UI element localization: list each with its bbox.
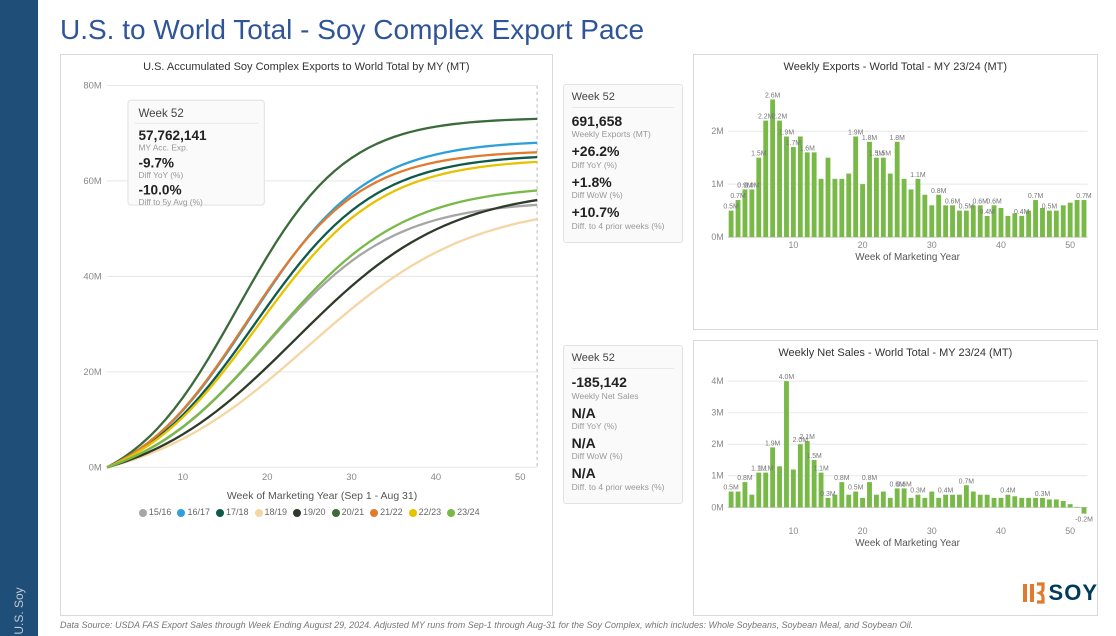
acc-chart-title: U.S. Accumulated Soy Complex Exports to … bbox=[65, 57, 548, 75]
svg-text:-10.0%: -10.0% bbox=[138, 183, 181, 198]
svg-text:10: 10 bbox=[788, 526, 798, 536]
content: U.S. Accumulated Soy Complex Exports to … bbox=[60, 54, 1098, 616]
svg-text:1.5M: 1.5M bbox=[875, 151, 891, 158]
svg-text:0.5M: 0.5M bbox=[1041, 204, 1057, 211]
svg-text:Week of Marketing Year: Week of Marketing Year bbox=[855, 252, 960, 263]
svg-text:4.0M: 4.0M bbox=[778, 374, 794, 381]
svg-text:0.8M: 0.8M bbox=[861, 475, 877, 482]
soy-logo-text: SOY bbox=[1049, 580, 1098, 606]
page: U.S. Soy U.S. to World Total - Soy Compl… bbox=[0, 0, 1116, 636]
svg-text:50: 50 bbox=[1065, 240, 1075, 250]
svg-text:0.8M: 0.8M bbox=[834, 475, 850, 482]
svg-text:20: 20 bbox=[262, 472, 273, 483]
svg-text:-9.7%: -9.7% bbox=[138, 155, 174, 170]
footer-source: Data Source: USDA FAS Export Sales throu… bbox=[60, 620, 1098, 630]
svg-text:Diff to 5y Avg (%): Diff to 5y Avg (%) bbox=[138, 197, 203, 207]
accumulated-chart: 0M 20M 40M 60M 80M 10 20 30 40 50 Week of Marketin… bbox=[65, 75, 548, 505]
us-logo-mark bbox=[1021, 581, 1045, 605]
svg-text:2M: 2M bbox=[711, 439, 723, 449]
svg-text:30: 30 bbox=[926, 526, 936, 536]
svg-text:0.8M: 0.8M bbox=[931, 188, 947, 195]
svg-text:Week 52: Week 52 bbox=[138, 108, 183, 120]
svg-text:40: 40 bbox=[431, 472, 442, 483]
svg-text:1.8M: 1.8M bbox=[861, 135, 877, 142]
svg-text:0.3M: 0.3M bbox=[820, 491, 836, 498]
weekly-exports-kpi: Week 52691,658Weekly Exports (MT)+26.2%D… bbox=[563, 84, 683, 243]
svg-text:0.6M: 0.6M bbox=[986, 198, 1002, 205]
svg-text:2M: 2M bbox=[711, 126, 723, 136]
svg-text:0.4M: 0.4M bbox=[979, 209, 995, 216]
svg-text:2.2M: 2.2M bbox=[771, 114, 787, 121]
svg-text:20: 20 bbox=[857, 526, 867, 536]
svg-text:1.9M: 1.9M bbox=[778, 130, 794, 137]
svg-text:20M: 20M bbox=[83, 367, 101, 378]
svg-text:2.6M: 2.6M bbox=[765, 92, 781, 99]
svg-text:1.1M: 1.1M bbox=[910, 172, 926, 179]
svg-text:0.7M: 0.7M bbox=[958, 478, 974, 485]
kpi-column: Week 52691,658Weekly Exports (MT)+26.2%D… bbox=[563, 54, 683, 616]
svg-text:0.5M: 0.5M bbox=[723, 204, 739, 211]
weekly-netsales-kpi: Week 52-185,142Weekly Net SalesN/ADiff Y… bbox=[563, 345, 683, 504]
svg-text:0.4M: 0.4M bbox=[938, 488, 954, 495]
svg-text:1.5M: 1.5M bbox=[751, 151, 767, 158]
weekly-netsales-chart: 0M 1M 2M 3M 4M 10 20 30 40 50 Week of Marketing Ye… bbox=[698, 361, 1093, 549]
svg-text:10: 10 bbox=[788, 240, 798, 250]
svg-text:1M: 1M bbox=[711, 471, 723, 481]
svg-text:0.5M: 0.5M bbox=[848, 485, 864, 492]
svg-text:40M: 40M bbox=[83, 272, 101, 283]
svg-text:1.1M: 1.1M bbox=[758, 466, 774, 473]
acc-legend: 15/1616/1717/1818/1919/2020/2121/2222/23… bbox=[65, 505, 548, 521]
svg-text:Diff YoY (%): Diff YoY (%) bbox=[138, 170, 183, 180]
svg-text:-0.2M: -0.2M bbox=[1075, 517, 1093, 524]
svg-text:1.9M: 1.9M bbox=[765, 440, 781, 447]
sidebar: U.S. Soy bbox=[0, 0, 38, 636]
svg-text:0.9M: 0.9M bbox=[744, 182, 760, 189]
svg-text:30: 30 bbox=[346, 472, 357, 483]
weekly-netsales-chart-card: Weekly Net Sales - World Total - MY 23/2… bbox=[693, 340, 1098, 616]
svg-text:0.4M: 0.4M bbox=[1000, 488, 1016, 495]
svg-text:0.7M: 0.7M bbox=[1027, 193, 1043, 200]
svg-text:0.3M: 0.3M bbox=[1034, 491, 1050, 498]
svg-text:40: 40 bbox=[996, 240, 1006, 250]
bar-charts-column: Weekly Exports - World Total - MY 23/24 … bbox=[693, 54, 1098, 616]
svg-text:4M: 4M bbox=[711, 376, 723, 386]
svg-text:50: 50 bbox=[1065, 526, 1075, 536]
svg-text:1.8M: 1.8M bbox=[889, 135, 905, 142]
svg-text:0.7M: 0.7M bbox=[730, 193, 746, 200]
svg-text:20: 20 bbox=[857, 240, 867, 250]
svg-text:57,762,141: 57,762,141 bbox=[138, 128, 207, 143]
svg-text:MY Acc. Exp.: MY Acc. Exp. bbox=[138, 143, 188, 153]
svg-text:0M: 0M bbox=[711, 232, 723, 242]
svg-text:0M: 0M bbox=[711, 502, 723, 512]
main: U.S. to World Total - Soy Complex Export… bbox=[38, 0, 1116, 636]
svg-text:0.3M: 0.3M bbox=[910, 488, 926, 495]
svg-text:2.1M: 2.1M bbox=[799, 434, 815, 441]
sidebar-label: U.S. Soy bbox=[12, 587, 26, 634]
svg-text:1M: 1M bbox=[711, 179, 723, 189]
svg-text:1.1M: 1.1M bbox=[813, 466, 829, 473]
weekly-exports-chart: 0M 1M 2M 10 20 30 40 50 Week of Marketing Year 0.… bbox=[698, 75, 1093, 263]
svg-text:0.8M: 0.8M bbox=[737, 475, 753, 482]
svg-text:0.5M: 0.5M bbox=[723, 485, 739, 492]
svg-text:1.5M: 1.5M bbox=[806, 453, 822, 460]
svg-text:0.4M: 0.4M bbox=[1014, 209, 1030, 216]
svg-text:Week of Marketing Year (Sep 1: Week of Marketing Year (Sep 1 - Aug 31) bbox=[227, 491, 417, 502]
svg-text:30: 30 bbox=[926, 240, 936, 250]
weekly-exports-chart-card: Weekly Exports - World Total - MY 23/24 … bbox=[693, 54, 1098, 330]
svg-text:50: 50 bbox=[515, 472, 526, 483]
svg-text:60M: 60M bbox=[83, 176, 101, 187]
svg-text:1.6M: 1.6M bbox=[799, 145, 815, 152]
svg-text:3M: 3M bbox=[711, 408, 723, 418]
bar0-title: Weekly Exports - World Total - MY 23/24 … bbox=[698, 57, 1093, 75]
svg-text:0.7M: 0.7M bbox=[1076, 193, 1092, 200]
svg-text:80M: 80M bbox=[83, 81, 101, 92]
svg-text:Week of Marketing Year: Week of Marketing Year bbox=[855, 538, 960, 549]
bar1-title: Weekly Net Sales - World Total - MY 23/2… bbox=[698, 343, 1093, 361]
page-title: U.S. to World Total - Soy Complex Export… bbox=[60, 14, 1098, 46]
svg-text:10: 10 bbox=[178, 472, 189, 483]
svg-text:40: 40 bbox=[996, 526, 1006, 536]
ussoy-logo: SOY bbox=[1021, 580, 1098, 606]
svg-text:0M: 0M bbox=[89, 463, 102, 474]
accumulated-chart-card: U.S. Accumulated Soy Complex Exports to … bbox=[60, 54, 553, 616]
